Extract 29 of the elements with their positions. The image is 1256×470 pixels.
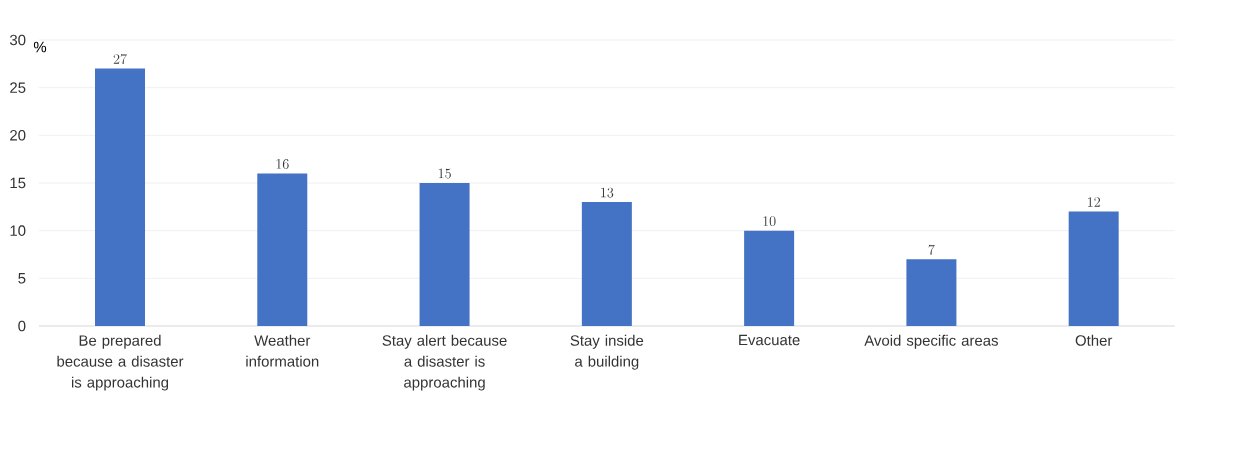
bar: [257, 173, 308, 326]
y-tick-label: 15: [10, 177, 26, 189]
bar: [1068, 211, 1119, 326]
bar: [906, 259, 957, 326]
data-label: 12: [1087, 197, 1100, 207]
bar: [419, 182, 470, 326]
x-tick-label: Stay alert because a disaster is approaching: [382, 334, 507, 391]
x-tick-label: Be prepared because a disaster is approaching: [57, 334, 184, 391]
data-label: 15: [438, 168, 451, 179]
y-tick-label: 5: [18, 273, 26, 284]
y-axis-title: %: [33, 41, 47, 53]
y-tick-label: 25: [10, 82, 26, 93]
data-label: 13: [601, 187, 614, 198]
bar: [581, 202, 632, 326]
data-label: 16: [276, 159, 289, 169]
x-tick-label: Stay inside a building: [570, 334, 644, 370]
data-label: 27: [113, 54, 127, 65]
x-tick-label: Evacuate: [739, 334, 800, 346]
y-tick-label: 30: [9, 34, 26, 46]
data-label: 7: [928, 244, 935, 255]
y-tick-label: 10: [10, 225, 26, 236]
data-label: 10: [763, 216, 776, 227]
bar: [744, 230, 795, 326]
x-tick-label: Other: [1075, 334, 1113, 346]
x-tick-label: Avoid specific areas: [864, 334, 998, 349]
bar: [95, 68, 146, 326]
y-tick-label: 0: [18, 320, 26, 332]
x-tick-label: Weather information: [246, 334, 319, 367]
y-tick-label: 20: [10, 130, 26, 141]
